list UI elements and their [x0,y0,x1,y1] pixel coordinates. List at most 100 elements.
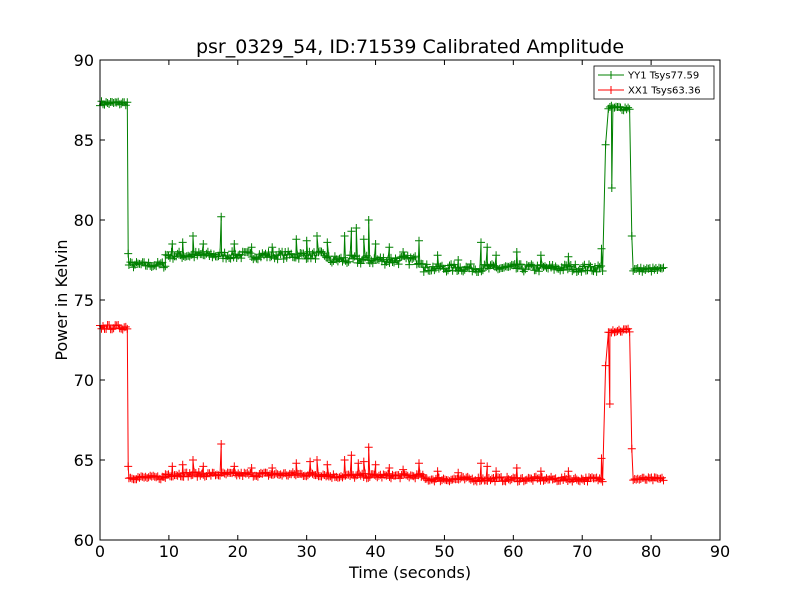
y-tick-label-90: 90 [74,51,94,70]
data-point-0-229 [409,253,418,262]
legend: YY1 Tsys77.59 XX1 Tsys63.36 [593,65,715,100]
y-tick-label-75: 75 [74,291,94,310]
x-tick-label-70: 70 [572,542,592,561]
data-point-0-380 [624,103,633,112]
data-point-0-403 [659,263,668,272]
data-point-0-49 [167,247,176,256]
data-point-0-211 [385,243,394,252]
data-point-0-167 [327,258,336,267]
y-axis-ticks: 60 65 70 75 80 85 90 [74,51,720,550]
data-point-0-314 [527,260,536,269]
data-point-0-108 [247,243,256,252]
data-point-0-222 [399,248,408,256]
data-point-0-147 [302,254,311,263]
data-point-0-321 [536,251,545,260]
data-point-0-345 [571,260,580,269]
data-point-0-101 [237,254,246,263]
data-point-0-244 [430,266,439,275]
data-point-0-123 [268,243,277,252]
data-point-1-156 [313,456,321,464]
data-point-0-154 [311,254,320,263]
data-point-0-44 [161,262,170,271]
data-point-1-211 [385,464,394,472]
data-point-1-247 [433,467,442,476]
x-tick-label-0: 0 [95,542,105,561]
data-point-1-201 [371,460,380,469]
data-point-0-196 [364,216,373,224]
data-point-1-365 [601,361,610,370]
data-point-1-403 [659,476,668,485]
plot-area [96,59,721,541]
data-point-1-73 [199,462,208,471]
x-tick-label-50: 50 [434,542,454,561]
legend-marker-yy1 [607,71,615,79]
data-point-0-86 [217,212,226,221]
data-point-0-350 [578,262,587,271]
legend-label-xx1: XX1 Tsys63.36 [628,86,701,97]
data-point-0-247 [433,251,442,260]
data-point-0-365 [601,140,610,149]
data-point-0-362 [597,262,606,270]
data-point-0-382 [627,232,636,240]
data-point-0-381 [625,105,634,114]
data-point-1-164 [323,460,332,469]
data-point-0-18 [123,98,132,107]
data-point-0-369 [607,184,616,192]
data-point-1-381 [625,327,634,336]
series-layer [96,97,668,486]
x-tick-label-60: 60 [503,542,523,561]
data-point-0-239 [422,260,431,269]
data-point-1-261 [454,468,463,477]
data-point-0-282 [483,243,492,252]
data-point-1-288 [491,477,499,486]
data-point-0-402 [658,264,666,273]
data-point-0-159 [317,247,326,256]
data-point-0-254 [444,266,452,275]
legend-label-yy1: YY1 Tsys77.59 [627,71,699,82]
data-point-0-112 [252,254,261,263]
data-point-1-18 [123,324,132,333]
data-point-0-226 [405,260,414,269]
data-point-1-193 [361,469,370,478]
data-point-1-321 [536,467,545,476]
data-point-1-187 [354,459,363,468]
data-point-1-222 [399,465,408,474]
data-point-0-50 [168,240,177,248]
x-tick-label-90: 90 [710,542,730,561]
data-point-0-364 [598,267,607,275]
data-point-0-359 [592,267,601,276]
data-point-1-192 [359,457,368,466]
data-point-0-140 [292,235,301,244]
data-point-0-341 [565,262,574,271]
data-point-1-58 [178,460,187,469]
data-point-0-279 [478,266,487,275]
data-point-0-192 [359,235,368,244]
data-point-0-33 [144,258,153,267]
legend-entry-yy1: YY1 Tsys77.59 [598,71,699,82]
data-point-0-277 [477,238,485,247]
data-point-0-354 [585,260,593,269]
data-point-0-19 [124,249,133,258]
data-point-1-96 [230,462,239,471]
data-point-0-319 [535,267,543,276]
y-tick-label-60: 60 [74,531,94,550]
data-point-0-289 [492,251,501,260]
data-point-0-336 [559,266,568,275]
y-axis-label: Power in Kelvin [52,239,71,360]
data-point-0-261 [454,256,463,264]
x-axis-ticks: 0 10 20 30 40 50 60 70 80 90 [95,60,730,561]
data-point-0-178 [343,258,351,267]
series-markers-1 [96,321,668,486]
data-point-0-96 [230,240,239,248]
data-point-1-364 [598,477,607,486]
x-tick-label-40: 40 [365,542,385,561]
x-tick-label-80: 80 [641,542,661,561]
data-point-1-382 [627,444,636,453]
data-point-0-230 [411,252,420,261]
data-point-0-41 [156,259,165,268]
data-point-0-258 [450,260,459,269]
data-point-1-277 [477,459,485,468]
data-point-0-43 [159,263,168,272]
data-point-0-355 [586,262,595,271]
data-point-1-123 [268,464,277,472]
